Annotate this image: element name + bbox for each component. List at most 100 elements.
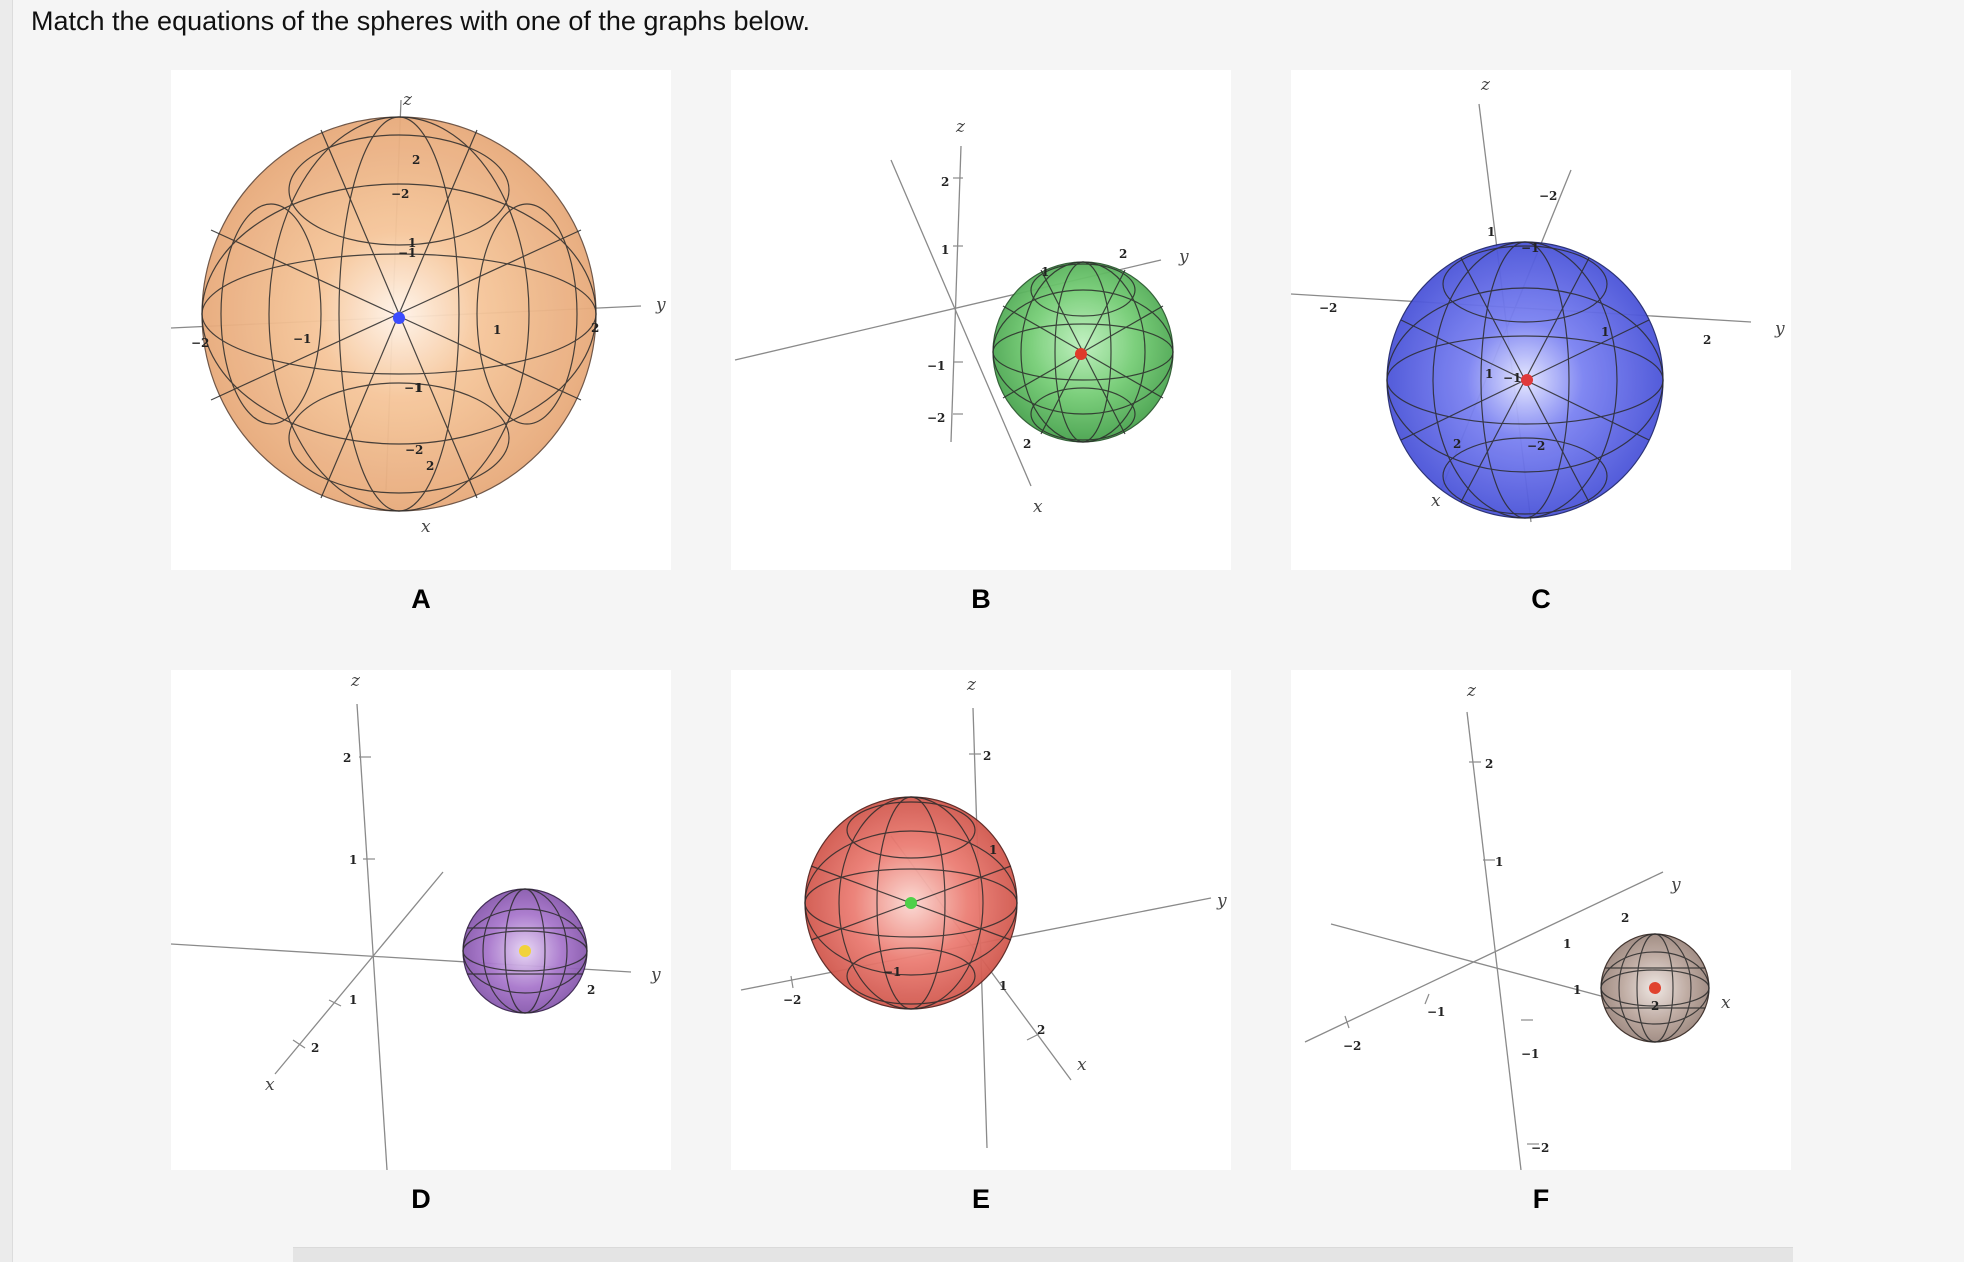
graph-panel-a: z y x −2 −2 −1 1 −1 1 2 −1 1 −2 2 2 — [171, 70, 671, 570]
tick-label: −2 — [1527, 439, 1545, 453]
tick-label: 1 — [349, 853, 357, 867]
axis-label-z-b: z — [955, 117, 966, 137]
sphere-graph-c: z y x −2 1 −2 −1 1 2 1 −1 2 −2 — [1291, 75, 1785, 523]
z-axis-f — [1466, 711, 1522, 1170]
tick-label: −1 — [398, 246, 416, 260]
tick-label: 2 — [343, 751, 351, 765]
graph-panel-e: z y x 2 1 −2 −1 1 2 — [731, 670, 1231, 1170]
axis-label-x-c: x — [1431, 491, 1441, 511]
axis-label-x-b: x — [1033, 497, 1043, 517]
graph-letter-a: A — [411, 584, 431, 614]
tick-label: 1 — [408, 236, 416, 250]
tick-label: 2 — [311, 1041, 319, 1055]
tick-label: 2 — [941, 175, 949, 189]
bottom-scroll-area — [293, 1247, 1793, 1262]
tick-label: −2 — [927, 411, 945, 425]
tick-label: −1 — [1503, 371, 1521, 385]
tick-label: 2 — [591, 321, 599, 335]
graph-letter-b: B — [971, 584, 991, 614]
x-axis-d — [274, 871, 444, 1075]
tick-label: −2 — [1343, 1039, 1361, 1053]
graph-panel-b: z y x 2 1 −1 −2 1 2 2 — [731, 70, 1231, 570]
axis-label-x-d: x — [265, 1075, 275, 1095]
axis-label-x-f: x — [1721, 993, 1731, 1013]
tick-label: 1 — [941, 243, 949, 257]
sphere-mesh-d — [462, 888, 588, 1014]
axis-label-z-e: z — [966, 675, 977, 695]
tick-label: −1 — [883, 965, 901, 979]
tick-label: 2 — [1621, 911, 1629, 925]
tick-label: 1 — [1495, 855, 1503, 869]
axis-label-z-d: z — [350, 671, 361, 691]
axis-label-y-a: y — [655, 295, 666, 315]
sphere-mesh-f — [1600, 933, 1710, 1043]
graph-panel-c: z y x −2 1 −2 −1 1 2 1 −1 2 −2 — [1291, 70, 1791, 570]
sphere-graph-d: z y x 2 1 1 2 2 — [171, 671, 661, 1170]
sphere-graph-a: z y x −2 −2 −1 1 −1 1 2 −1 1 −2 2 2 — [171, 90, 666, 537]
tick-label: −2 — [191, 336, 209, 350]
center-point-e — [905, 897, 917, 909]
axis-label-z-c: z — [1480, 75, 1491, 95]
tick-label: 2 — [983, 749, 991, 763]
axis-label-z-a: z — [402, 90, 413, 110]
sphere-graph-b: z y x 2 1 −1 −2 1 2 2 — [734, 117, 1189, 517]
center-point-f — [1649, 982, 1661, 994]
axis-label-y-d: y — [650, 965, 661, 985]
x-axis-b — [890, 159, 1032, 487]
center-point-c — [1521, 374, 1533, 386]
tick-label: −2 — [391, 187, 409, 201]
tick-label: 1 — [1573, 983, 1581, 997]
graph-letter-d: D — [411, 1184, 431, 1214]
tick-label: −1 — [293, 332, 311, 346]
tick-label: 1 — [1041, 265, 1049, 279]
tick-label: 1 — [1487, 225, 1495, 239]
tick-label: −2 — [1319, 301, 1337, 315]
tick-label: −1 — [1521, 241, 1539, 255]
y-axis-f — [1304, 871, 1664, 1043]
z-axis-d — [356, 703, 388, 1170]
axis-label-y-f: y — [1670, 875, 1681, 895]
tick-label: −2 — [1539, 189, 1557, 203]
axis-label-x-e: x — [1077, 1055, 1087, 1075]
tick-label: 2 — [426, 459, 434, 473]
tick-label: −2 — [783, 993, 801, 1007]
center-point-b — [1075, 348, 1087, 360]
tick-label: −1 — [404, 381, 422, 395]
tick-label: 2 — [1023, 437, 1031, 451]
tick-label: −1 — [927, 359, 945, 373]
tick-label: −2 — [1531, 1141, 1549, 1155]
x-axis-f — [1330, 923, 1632, 1005]
tick-label: −2 — [405, 443, 423, 457]
sphere-mesh-e — [804, 796, 1018, 1010]
question-prompt: Match the equations of the spheres with … — [31, 6, 811, 36]
tick-label: 1 — [415, 381, 423, 395]
axis-label-y-e: y — [1216, 891, 1227, 911]
tick-label: 1 — [989, 843, 997, 857]
graph-panel-f: z y x 2 1 2 1 1 −1 −2 −1 −2 2 — [1291, 670, 1791, 1170]
tick-label: 2 — [1037, 1023, 1045, 1037]
tick-label: 2 — [1703, 333, 1711, 347]
tick-label: 2 — [587, 983, 595, 997]
sphere-graph-e: z y x 2 1 −2 −1 1 2 — [740, 675, 1227, 1149]
axis-label-x-a: x — [421, 517, 431, 537]
graph-letter-e: E — [971, 1184, 990, 1214]
center-point-d — [519, 945, 531, 957]
tick-label: −1 — [1427, 1005, 1445, 1019]
tick-label: 2 — [1485, 757, 1493, 771]
graph-letter-f: F — [1532, 1184, 1550, 1214]
tick-label: −1 — [1521, 1047, 1539, 1061]
question-page: Match the equations of the spheres with … — [12, 0, 1964, 1262]
center-point-a — [393, 312, 405, 324]
tick-label: 2 — [1651, 999, 1659, 1013]
tick-label: 1 — [1485, 367, 1493, 381]
tick-label: 2 — [412, 153, 420, 167]
graph-letter-c: C — [1531, 584, 1551, 614]
tick-label: 2 — [1119, 247, 1127, 261]
tick-label: 2 — [1453, 437, 1461, 451]
graph-panel-d: z y x 2 1 1 2 2 — [171, 670, 671, 1170]
tick-label: 1 — [1563, 937, 1571, 951]
axis-label-y-b: y — [1178, 247, 1189, 267]
axis-label-z-f: z — [1466, 681, 1477, 701]
sphere-graph-f: z y x 2 1 2 1 1 −1 −2 −1 −2 2 — [1304, 681, 1731, 1170]
tick-label: 1 — [999, 979, 1007, 993]
